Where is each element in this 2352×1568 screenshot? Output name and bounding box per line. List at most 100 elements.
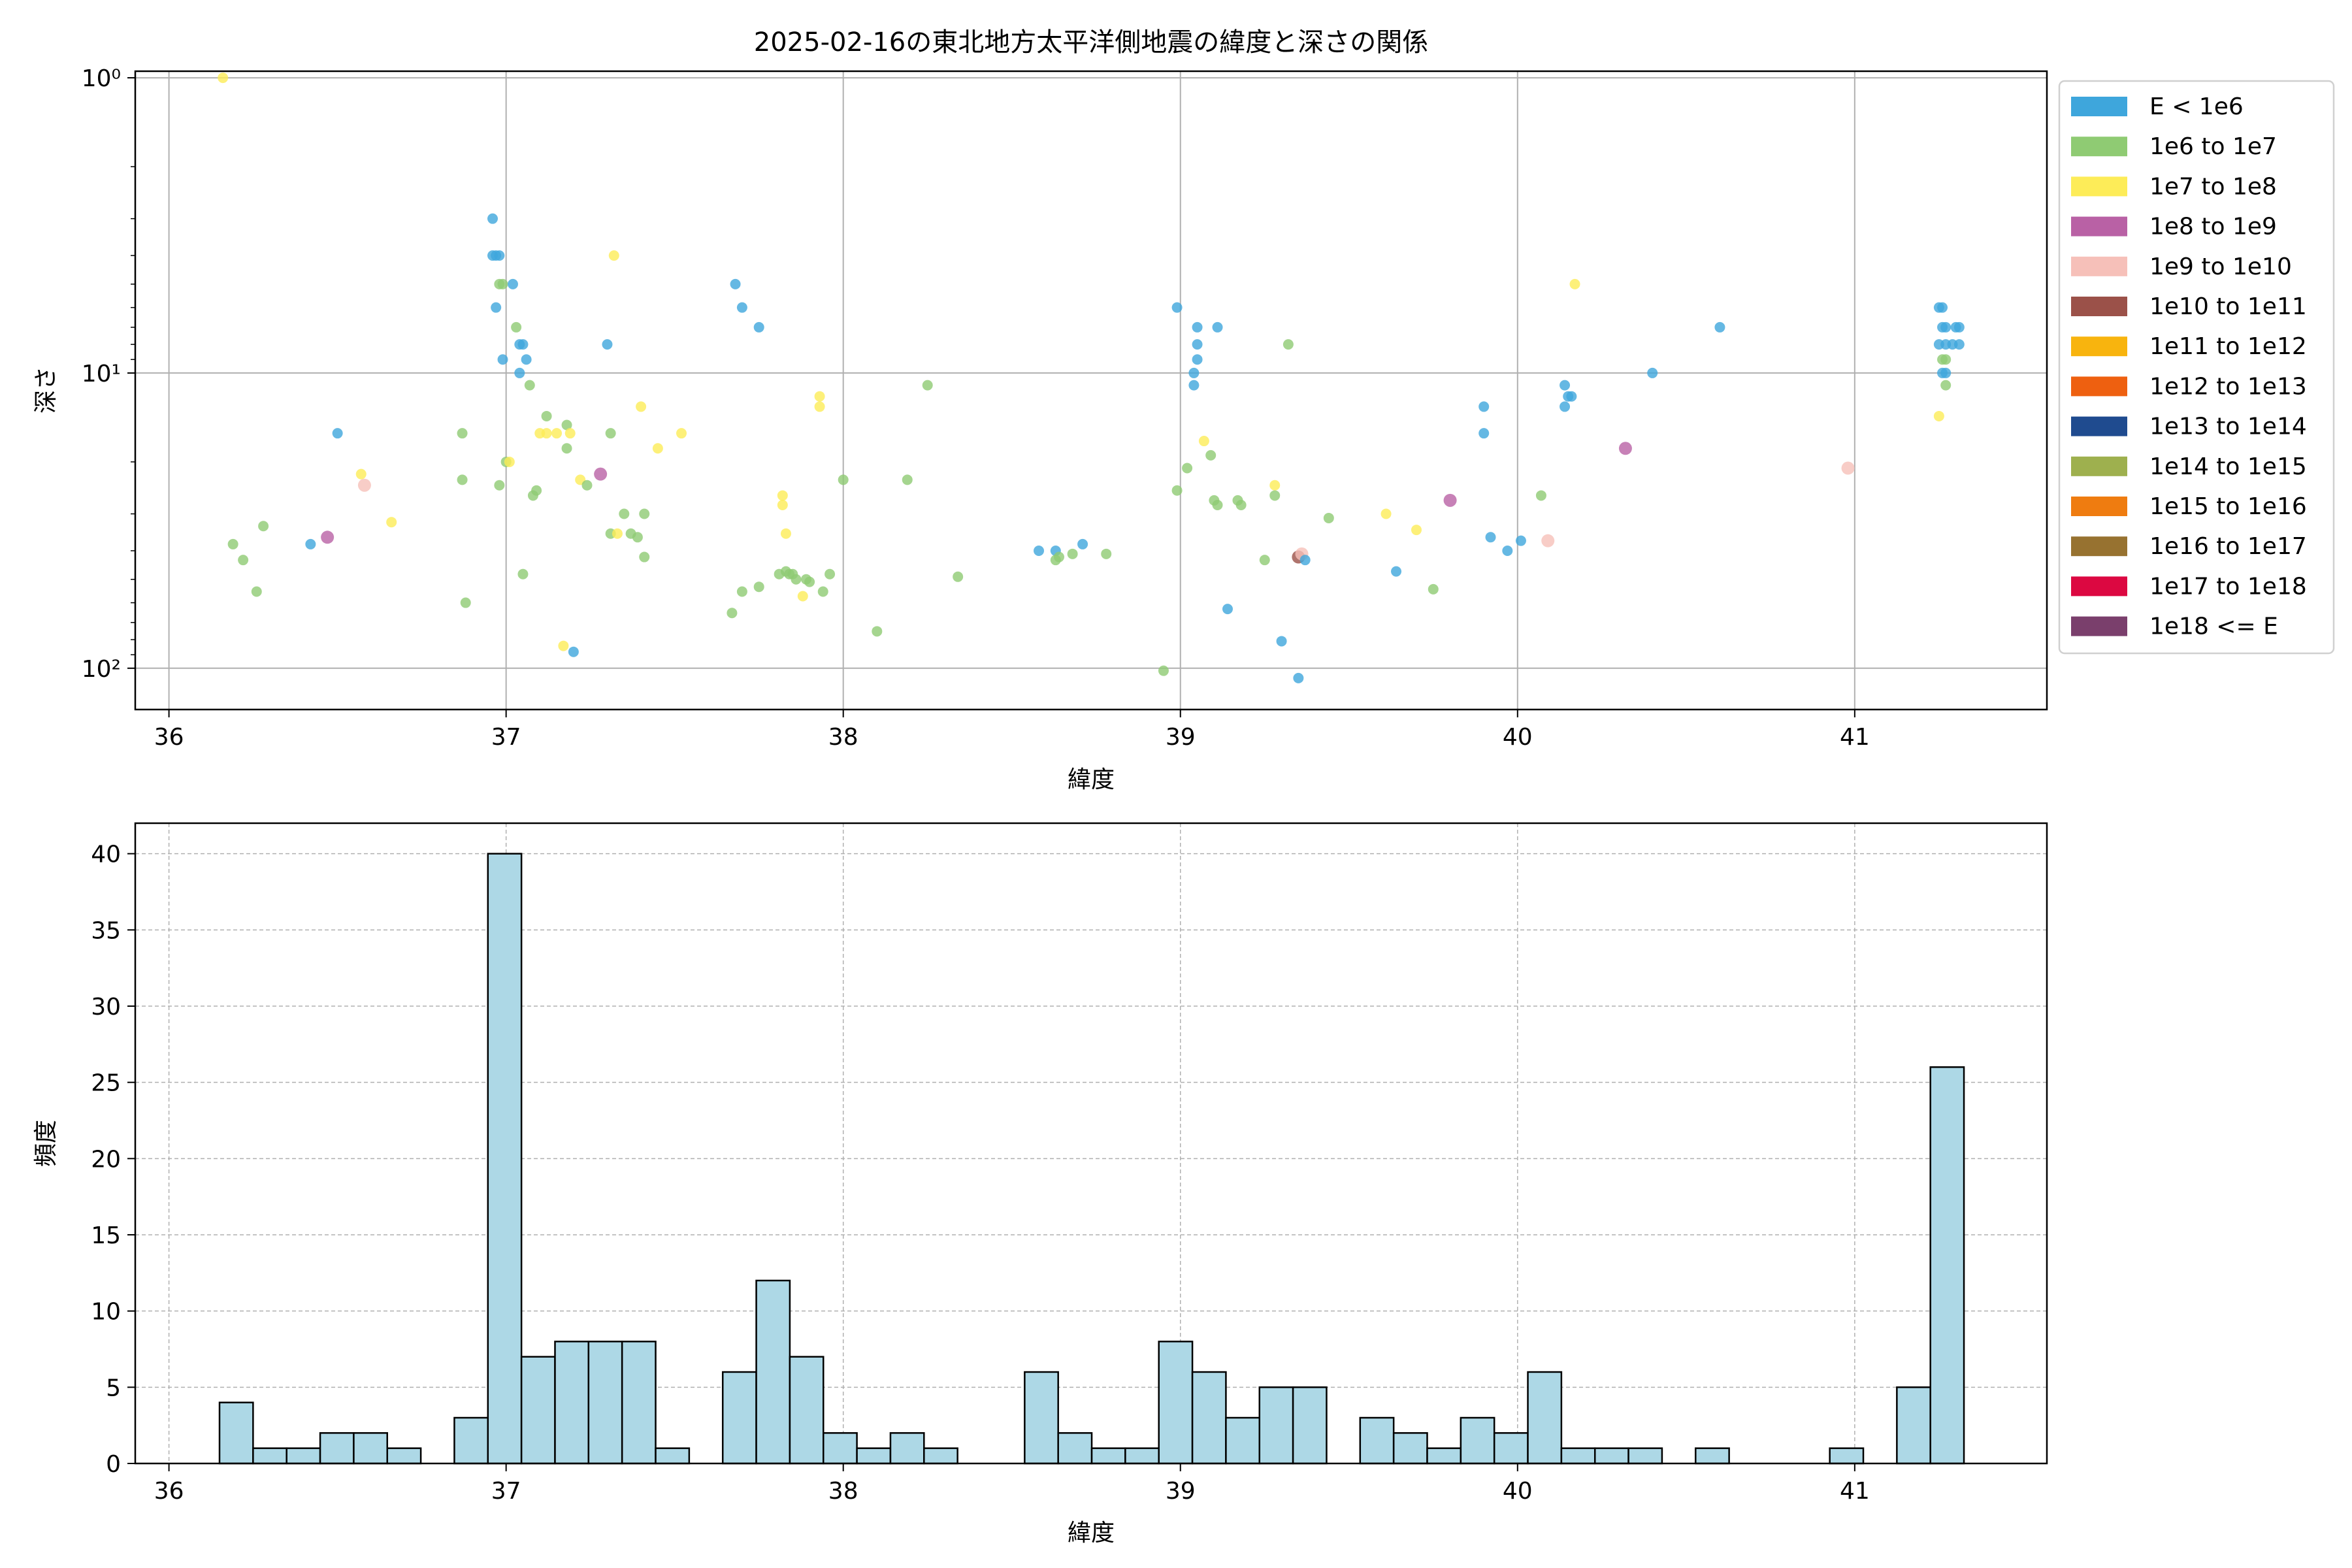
scatter-y-label: 深さ: [33, 367, 59, 414]
scatter-point: [1276, 636, 1287, 647]
histogram-bar: [923, 1447, 958, 1465]
scatter-frame: [134, 70, 2048, 711]
scatter-point: [814, 391, 825, 402]
scatter-point: [355, 468, 367, 480]
legend-label: 1e9 to 1e10: [2149, 253, 2292, 280]
legend-swatch: [2071, 97, 2127, 116]
scatter-point: [332, 428, 343, 439]
scatter-point: [1953, 321, 1965, 333]
histogram-bar: [1225, 1416, 1261, 1465]
histogram-bar: [655, 1447, 691, 1465]
legend: E < 1e6 1e6 to 1e7 1e7 to 1e8 1e8 to 1e9 1e9…: [2058, 80, 2335, 655]
scatter-point: [561, 443, 572, 454]
scatter-point: [1212, 321, 1223, 333]
legend-label: 1e13 to 1e14: [2149, 414, 2307, 440]
scatter-point: [602, 339, 613, 350]
histogram-x-label: 緯度: [1068, 1520, 1115, 1546]
scatter-ticks: 36 37 38 39 40 41 10⁰ 10¹ 10²: [82, 65, 1870, 751]
histogram-bar: [1124, 1447, 1160, 1465]
scatter-point: [639, 551, 650, 563]
scatter-point: [730, 278, 741, 289]
scatter-point: [594, 467, 608, 481]
scatter-point: [838, 474, 849, 485]
scatter-point: [619, 508, 630, 519]
legend-label: 1e15 to 1e16: [2149, 493, 2307, 520]
scatter-point: [1188, 367, 1200, 378]
scatter-point: [902, 474, 913, 485]
histogram-bar: [1695, 1447, 1730, 1465]
scatter-point: [511, 321, 522, 333]
scatter-point: [1205, 449, 1217, 461]
scatter-point: [568, 646, 579, 657]
scatter-point: [1293, 672, 1304, 683]
scatter-point: [1940, 367, 1952, 378]
scatter-point: [632, 532, 643, 543]
scatter-point: [1560, 380, 1571, 391]
histogram-bar: [1527, 1371, 1563, 1465]
histogram-bar: [453, 1416, 489, 1465]
histogram-x-tick-label: 38: [828, 1478, 858, 1505]
scatter-point: [541, 410, 552, 421]
scatter-x-tick-label: 36: [154, 724, 184, 751]
histogram-bar: [353, 1432, 388, 1465]
histogram-bar: [1158, 1341, 1194, 1465]
histogram-bar: [1359, 1416, 1395, 1465]
scatter-x-tick-label: 41: [1840, 724, 1870, 751]
histogram-bar: [621, 1341, 657, 1465]
scatter-point: [558, 640, 569, 651]
scatter-point: [551, 428, 563, 439]
scatter-title: 2025-02-16の東北地方太平洋側地震の緯度と深さの関係: [754, 27, 1428, 57]
scatter-point: [504, 456, 515, 467]
histogram-bar: [1258, 1386, 1294, 1465]
legend-label: 1e7 to 1e8: [2149, 173, 2277, 200]
scatter-point: [1940, 380, 1952, 391]
scatter-point: [258, 521, 269, 532]
legend-swatch: [2071, 137, 2127, 157]
histogram-bar: [252, 1447, 287, 1465]
histogram-bar: [1929, 1066, 1965, 1465]
scatter-point: [1222, 604, 1233, 615]
histogram-bar: [1292, 1386, 1328, 1465]
histogram-bar: [286, 1447, 321, 1465]
scatter-point: [1380, 508, 1392, 519]
legend-swatch: [2071, 297, 2127, 316]
scatter-point: [457, 474, 468, 485]
scatter-point: [1053, 551, 1064, 563]
scatter-point: [652, 443, 663, 454]
scatter-point: [517, 339, 529, 350]
scatter-point: [1034, 545, 1045, 556]
scatter-point: [1171, 302, 1183, 313]
histogram-bar: [823, 1432, 858, 1465]
legend-swatch: [2071, 456, 2127, 476]
scatter-point: [777, 499, 788, 510]
scatter-point: [1067, 548, 1078, 559]
histogram-bar: [1024, 1371, 1059, 1465]
scatter-point: [491, 302, 502, 313]
scatter-point: [1182, 463, 1193, 474]
scatter-y-tick-label: 10⁰: [82, 65, 121, 92]
scatter-point: [1566, 391, 1577, 402]
scatter-panel: 2025-02-16の東北地方太平洋側地震の緯度と深さの関係 36 37 38 39 4…: [33, 27, 2335, 793]
scatter-point: [1535, 490, 1546, 501]
legend-frame: [2058, 80, 2335, 655]
histogram-y-tick-label: 20: [91, 1146, 121, 1173]
scatter-point: [814, 401, 825, 412]
legend-label: 1e14 to 1e15: [2149, 453, 2307, 480]
scatter-point: [1841, 461, 1855, 475]
scatter-point: [218, 73, 229, 84]
legend-swatch: [2071, 376, 2127, 397]
histogram-bar: [889, 1432, 925, 1465]
histogram-bar: [1896, 1386, 1931, 1465]
histogram-grid: [135, 823, 2047, 1464]
scatter-point: [497, 354, 508, 365]
scatter-point: [1077, 538, 1088, 549]
histogram-bar: [386, 1447, 422, 1465]
scatter-point: [1269, 480, 1281, 491]
legend-swatch: [2071, 336, 2127, 357]
scatter-point: [676, 428, 687, 439]
legend-swatch: [2071, 416, 2127, 436]
histogram-bar: [487, 853, 523, 1465]
scatter-point: [487, 213, 498, 224]
scatter-point: [521, 354, 532, 365]
histogram-bar: [789, 1356, 825, 1465]
